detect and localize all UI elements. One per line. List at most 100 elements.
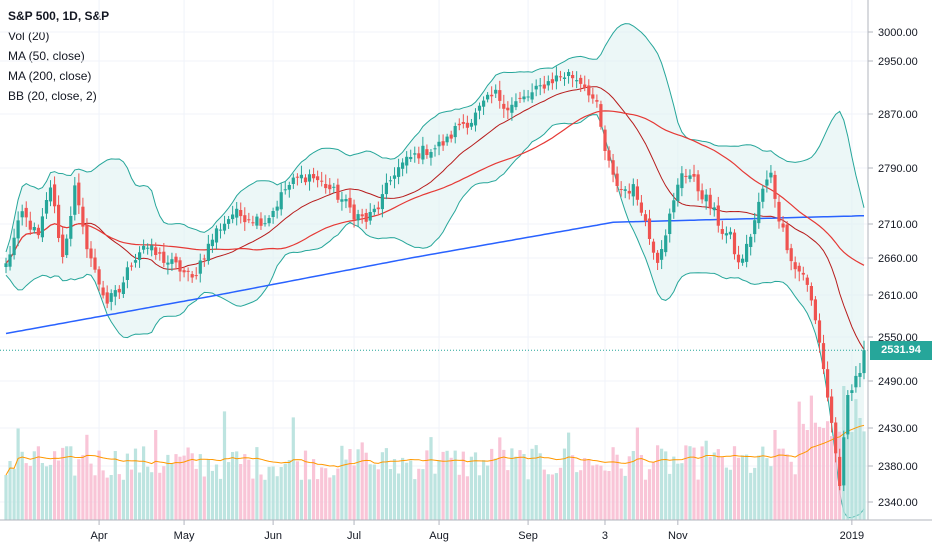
candle-body xyxy=(765,179,769,186)
volume-bar xyxy=(218,478,223,520)
volume-bar xyxy=(117,474,121,520)
volume-bar xyxy=(550,474,554,520)
volume-bar xyxy=(388,469,393,520)
volume-bar xyxy=(587,459,591,520)
time-tick-label: 2019 xyxy=(840,530,864,542)
candle-body xyxy=(664,235,668,253)
candle-body xyxy=(591,94,595,99)
volume-bar xyxy=(611,447,615,520)
volume-bar xyxy=(101,470,105,520)
volume-bar xyxy=(133,448,138,520)
volume-bar xyxy=(522,454,526,520)
volume-bar xyxy=(364,452,368,520)
volume-bar xyxy=(482,460,486,520)
candle-body xyxy=(660,249,664,260)
candle-body xyxy=(271,211,275,217)
candle-body xyxy=(817,320,822,343)
candle-body xyxy=(684,175,688,177)
price-tick-label: 2490.00 xyxy=(878,376,918,388)
volume-bar xyxy=(854,399,858,520)
candle-body xyxy=(672,200,676,213)
candle-body xyxy=(575,80,579,82)
volume-bar xyxy=(263,479,267,520)
candle-body xyxy=(736,254,741,263)
candle-body xyxy=(28,220,32,230)
candle-body xyxy=(413,153,417,155)
candle-body xyxy=(320,180,324,182)
volume-bar xyxy=(534,445,538,520)
candle-body xyxy=(65,238,69,256)
price-tick-label: 2790.00 xyxy=(878,163,918,175)
volume-bar xyxy=(312,459,316,520)
volume-bar xyxy=(61,447,65,520)
candle-body xyxy=(89,248,93,259)
volume-bar xyxy=(558,467,563,520)
candle-body xyxy=(486,94,490,100)
time-tick-label: Jul xyxy=(347,530,361,542)
candle-body xyxy=(668,213,672,234)
candle-body xyxy=(805,277,809,285)
volume-bar xyxy=(514,456,518,520)
volume-bar xyxy=(409,460,413,520)
candle-body xyxy=(291,177,295,184)
volume-bar xyxy=(830,436,834,520)
candle-body xyxy=(275,206,279,211)
candle-body xyxy=(647,218,652,239)
candle-body xyxy=(482,100,486,107)
candle-body xyxy=(761,188,765,202)
volume-bar xyxy=(826,421,830,520)
candle-body xyxy=(498,90,502,101)
candle-body xyxy=(635,186,639,200)
volume-bar xyxy=(623,475,627,520)
candle-body xyxy=(858,373,862,377)
volume-bar xyxy=(81,455,85,520)
volume-bar xyxy=(267,466,271,520)
volume-bar xyxy=(344,459,348,520)
candle-body xyxy=(16,220,20,239)
volume-bar xyxy=(433,473,437,520)
candle-body xyxy=(842,437,846,486)
candle-body xyxy=(218,229,223,231)
candle-body xyxy=(595,100,599,102)
price-tick-label: 2430.00 xyxy=(878,423,918,435)
candle-body xyxy=(473,112,478,126)
candle-body xyxy=(850,390,854,393)
candle-body xyxy=(449,134,453,139)
candle-body xyxy=(299,174,303,179)
candle-body xyxy=(562,77,567,79)
volume-bar xyxy=(125,453,129,520)
candle-body xyxy=(372,208,376,213)
candle-body xyxy=(210,239,214,247)
price-tick-label: 3000.00 xyxy=(878,27,918,39)
volume-bar xyxy=(372,464,376,520)
candle-body xyxy=(85,224,89,250)
candle-body xyxy=(801,272,805,275)
candle-body xyxy=(716,205,720,226)
time-tick-label: Nov xyxy=(668,530,688,542)
candle-body xyxy=(384,182,388,195)
volume-bar xyxy=(271,466,275,520)
volume-bar xyxy=(425,450,429,520)
candle-body xyxy=(465,122,469,128)
volume-bar xyxy=(498,437,502,520)
candle-body xyxy=(348,197,352,208)
candle-body xyxy=(227,219,231,224)
volume-bar xyxy=(773,430,777,520)
volume-bar xyxy=(858,418,862,520)
volume-bar xyxy=(48,464,53,520)
candle-body xyxy=(69,216,73,239)
volume-bar xyxy=(656,445,660,520)
candle-body xyxy=(307,174,312,182)
candle-body xyxy=(243,215,247,223)
volume-bar xyxy=(850,432,854,520)
candle-body xyxy=(340,199,344,202)
volume-bar xyxy=(417,468,421,520)
volume-bar xyxy=(194,468,198,520)
price-tick-label: 2550.00 xyxy=(878,332,918,344)
volume-bar xyxy=(834,428,838,520)
volume-bar xyxy=(692,447,696,520)
candle-body xyxy=(364,213,368,222)
volume-bar xyxy=(206,459,210,520)
candle-body xyxy=(753,220,757,235)
